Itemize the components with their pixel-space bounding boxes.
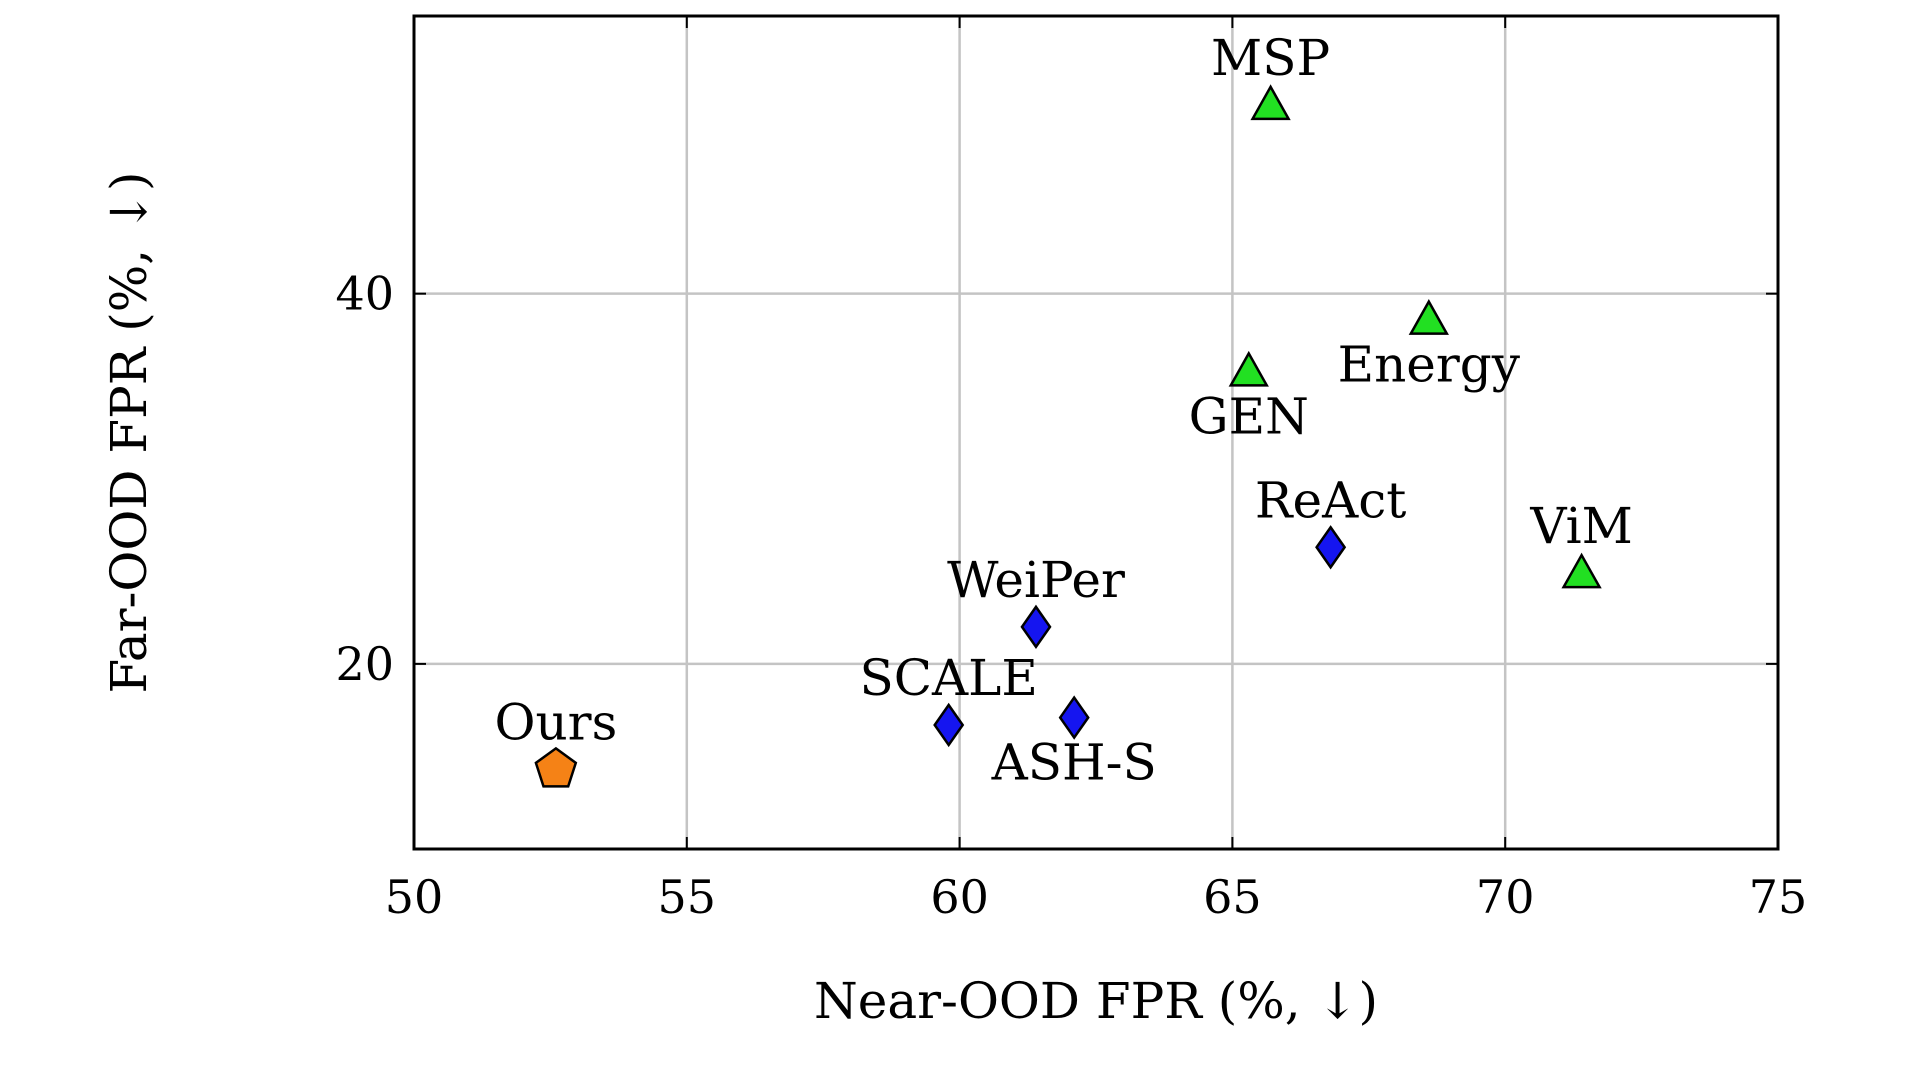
point-label: Energy	[1338, 336, 1521, 394]
point-label: ASH-S	[991, 734, 1157, 792]
x-tick-label: 65	[1203, 870, 1262, 924]
x-tick-label: 75	[1749, 870, 1808, 924]
point-label: WeiPer	[947, 551, 1125, 609]
triangle-marker	[1228, 350, 1269, 387]
x-tick-label: 60	[930, 870, 989, 924]
axis-ticks: 50 55 60 65 70 75 20 40	[335, 16, 1807, 924]
y-tick-label: 40	[335, 267, 394, 321]
point-label: ReAct	[1255, 471, 1406, 529]
grid-lines	[414, 16, 1778, 849]
x-tick-label: 50	[385, 870, 444, 924]
triangle-marker	[1250, 84, 1291, 121]
y-axis-label: Far-OOD FPR (%, ↓)	[100, 172, 158, 694]
x-tick-label: 70	[1476, 870, 1535, 924]
diamond-marker	[933, 702, 965, 748]
pentagon-marker	[534, 746, 578, 788]
point-label: Ours	[494, 693, 617, 751]
x-axis-label: Near-OOD FPR (%, ↓)	[814, 972, 1378, 1030]
triangle-marker	[1561, 552, 1602, 589]
data-points: MSP Energy GEN ViM ReAct WeiPer SCALE ASH-S Ours	[494, 29, 1632, 792]
point-label: SCALE	[860, 649, 1038, 707]
diamond-marker	[1315, 525, 1347, 570]
x-tick-label: 55	[658, 870, 717, 924]
point-label: MSP	[1211, 29, 1330, 87]
plot-area	[412, 14, 1780, 851]
diamond-marker	[1058, 695, 1090, 740]
diamond-marker	[1020, 604, 1052, 650]
point-label: GEN	[1189, 387, 1309, 445]
y-tick-label: 20	[335, 637, 394, 691]
point-label: ViM	[1529, 497, 1632, 555]
triangle-marker	[1408, 299, 1449, 335]
